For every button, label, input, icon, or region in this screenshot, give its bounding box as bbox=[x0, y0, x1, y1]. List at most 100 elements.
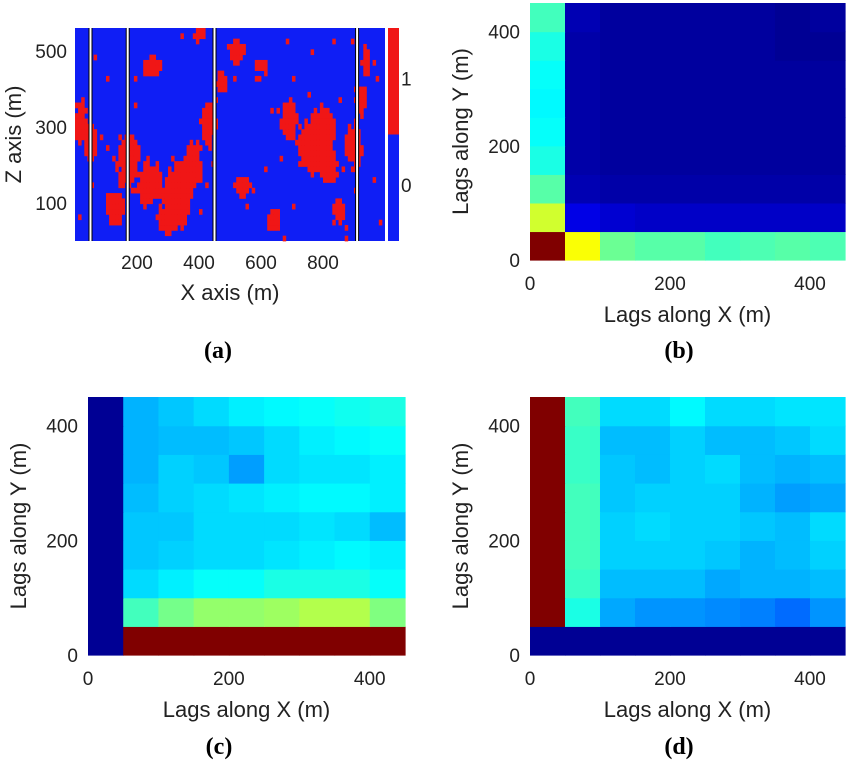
facies-cell bbox=[93, 139, 98, 146]
heatmap-cell bbox=[123, 540, 160, 570]
heatmap-cell bbox=[810, 540, 846, 570]
facies-cell bbox=[254, 59, 259, 66]
facies-cell bbox=[304, 161, 308, 167]
facies-cell bbox=[192, 145, 197, 151]
facies-cell bbox=[84, 129, 88, 135]
facies-cell bbox=[199, 166, 203, 173]
x-axis-label: Lags along X (m) bbox=[604, 302, 772, 327]
facies-cell bbox=[233, 54, 237, 61]
facies-cell bbox=[285, 102, 290, 109]
facies-cell bbox=[130, 161, 135, 167]
facies-cell bbox=[121, 198, 125, 205]
facies-cell bbox=[112, 193, 116, 199]
facies-cell bbox=[217, 70, 222, 77]
facies-cell bbox=[180, 33, 184, 40]
heatmap-cell bbox=[635, 88, 671, 118]
facies-cell bbox=[183, 161, 187, 167]
facies-cell bbox=[137, 182, 141, 189]
facies-cell bbox=[174, 177, 178, 183]
facies-cell bbox=[245, 177, 249, 183]
facies-cell bbox=[130, 134, 135, 141]
facies-cell bbox=[251, 187, 256, 194]
facies-cell bbox=[143, 70, 147, 77]
heatmap-cell bbox=[334, 397, 371, 427]
facies-cell bbox=[223, 81, 228, 87]
x-tick-label: 400 bbox=[794, 669, 826, 690]
heatmap-cell bbox=[810, 60, 846, 90]
heatmap-cell bbox=[228, 597, 265, 627]
facies-cell bbox=[130, 139, 135, 146]
facies-cell bbox=[168, 171, 172, 178]
facies-cell bbox=[323, 150, 327, 157]
heatmap-cell bbox=[600, 117, 636, 147]
facies-cell bbox=[183, 219, 187, 226]
heatmap-cell bbox=[810, 31, 846, 61]
facies-cell bbox=[288, 134, 293, 141]
heatmap-cell bbox=[705, 597, 741, 627]
facies-cell bbox=[177, 214, 181, 221]
heatmap-cell bbox=[775, 425, 811, 455]
facies-cell bbox=[174, 182, 178, 189]
facies-cell bbox=[326, 166, 330, 173]
facies-cell bbox=[189, 155, 194, 162]
facies-cell bbox=[335, 209, 339, 215]
heatmap-cell bbox=[775, 454, 811, 484]
facies-cell bbox=[84, 145, 88, 151]
facies-cell bbox=[99, 134, 104, 141]
facies-cell bbox=[292, 102, 296, 109]
facies-cell bbox=[292, 123, 296, 130]
facies-cell bbox=[143, 171, 147, 178]
heatmap-cell bbox=[740, 145, 776, 175]
facies-cell bbox=[350, 129, 355, 135]
facies-cell bbox=[118, 182, 122, 189]
facies-cell bbox=[143, 203, 147, 210]
facies-cell bbox=[189, 177, 194, 183]
facies-cell bbox=[366, 49, 370, 56]
facies-cell bbox=[304, 123, 308, 130]
facies-cell bbox=[310, 134, 315, 141]
heatmap-cell bbox=[740, 569, 776, 599]
facies-cell bbox=[335, 171, 339, 178]
facies-cell bbox=[326, 107, 330, 114]
facies-cell bbox=[121, 177, 125, 183]
facies-cell bbox=[112, 203, 116, 210]
y-axis-label: Lags along Y (m) bbox=[448, 443, 473, 610]
facies-cell bbox=[93, 145, 98, 151]
heatmap-cell bbox=[264, 483, 300, 513]
facies-cell bbox=[78, 129, 82, 135]
facies-cell bbox=[347, 155, 352, 162]
facies-cell bbox=[143, 193, 147, 199]
facies-cell bbox=[199, 28, 203, 34]
facies-cell bbox=[239, 49, 243, 56]
panel-a: 1 0 200 400 600 800 100 300 500 X axis (m) Z axis … bbox=[1, 28, 412, 364]
heatmap-cell bbox=[530, 60, 566, 90]
facies-cell bbox=[143, 198, 147, 205]
facies-cell bbox=[242, 187, 246, 194]
facies-cell bbox=[180, 161, 184, 167]
panel-label: (a) bbox=[204, 338, 232, 364]
facies-cell bbox=[121, 209, 125, 215]
facies-cell bbox=[186, 198, 191, 205]
facies-cell bbox=[192, 33, 197, 40]
facies-cell bbox=[106, 75, 110, 82]
heatmap-cell bbox=[670, 397, 706, 427]
x-tick-label: 800 bbox=[307, 253, 339, 274]
x-axis-label: Lags along X (m) bbox=[163, 697, 331, 722]
facies-cell bbox=[168, 166, 172, 173]
facies-cell bbox=[174, 171, 178, 178]
heatmap-cell bbox=[635, 511, 671, 541]
y-tick-label: 300 bbox=[35, 118, 67, 139]
facies-cell bbox=[78, 113, 82, 119]
y-tick-label: 400 bbox=[488, 23, 520, 44]
facies-cell bbox=[329, 145, 333, 151]
facies-cell bbox=[323, 107, 327, 114]
facies-cell bbox=[195, 150, 200, 157]
facies-cell bbox=[326, 123, 330, 130]
facies-cell bbox=[223, 86, 228, 93]
heatmap-cell bbox=[705, 117, 741, 147]
facies-cell bbox=[316, 123, 321, 130]
facies-cell bbox=[115, 161, 119, 167]
facies-cell bbox=[146, 166, 150, 173]
heatmap-cell bbox=[530, 174, 566, 204]
heatmap-cell bbox=[123, 483, 160, 513]
